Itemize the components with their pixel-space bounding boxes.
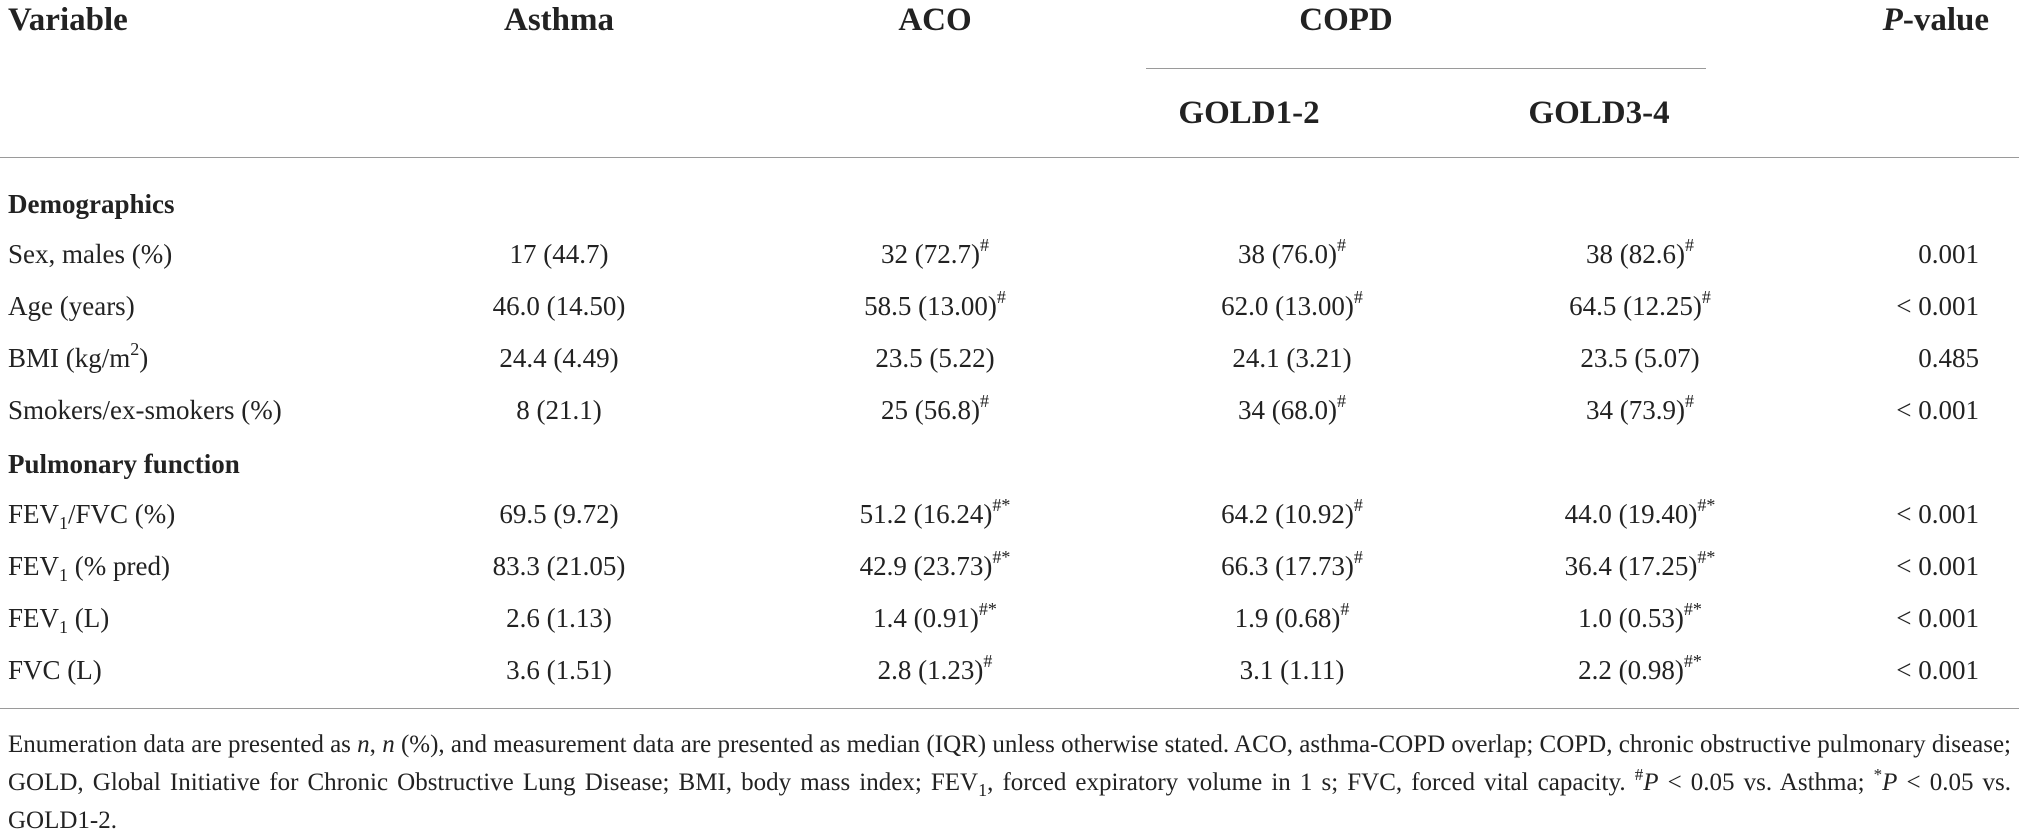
table-row: Age (years) 46.0 (14.50) 58.5 (13.00)# 6… bbox=[0, 280, 2019, 332]
header-gold34: GOLD3-4 bbox=[1528, 95, 1670, 131]
row-label: FEV1/FVC (%) bbox=[8, 499, 176, 533]
cell-p-value: < 0.001 bbox=[1896, 291, 1979, 321]
cell-p-value: < 0.001 bbox=[1896, 395, 1979, 425]
cell-gold34: 36.4 (17.25)#* bbox=[1564, 547, 1716, 581]
cell-aco: 51.2 (16.24)#* bbox=[859, 495, 1011, 529]
cell-aco: 1.4 (0.91)#* bbox=[873, 599, 997, 633]
row-label: FEV1 (% pred) bbox=[8, 551, 170, 585]
cell-gold12: 64.2 (10.92)# bbox=[1221, 495, 1363, 529]
section-pulmonary-function: Pulmonary function bbox=[8, 449, 240, 479]
cell-aco: 32 (72.7)# bbox=[881, 235, 989, 269]
cell-p-value: 0.485 bbox=[1918, 343, 1979, 373]
cell-aco: 25 (56.8)# bbox=[881, 391, 989, 425]
header-bottom-rule bbox=[0, 157, 2019, 158]
cell-gold34: 1.0 (0.53)#* bbox=[1578, 599, 1702, 633]
cell-gold34: 44.0 (19.40)#* bbox=[1564, 495, 1716, 529]
row-label: BMI (kg/m2) bbox=[8, 339, 149, 373]
cell-gold34: 34 (73.9)# bbox=[1586, 391, 1694, 425]
cell-aco: 42.9 (23.73)#* bbox=[859, 547, 1011, 581]
cell-gold34: 23.5 (5.07) bbox=[1580, 343, 1700, 373]
row-label: Smokers/ex-smokers (%) bbox=[8, 395, 282, 425]
header-p-suffix: -value bbox=[1902, 2, 1989, 38]
table-row: BMI (kg/m2) 24.4 (4.49) 23.5 (5.22) 24.1… bbox=[0, 332, 2019, 384]
table-row: FEV1 (% pred) 83.3 (21.05) 42.9 (23.73)#… bbox=[0, 540, 2019, 592]
row-label: FVC (L) bbox=[8, 655, 102, 685]
cell-aco: 2.8 (1.23)# bbox=[877, 651, 993, 685]
table-row: FEV1/FVC (%) 69.5 (9.72) 51.2 (16.24)#* … bbox=[0, 488, 2019, 540]
header-p-value: P-value bbox=[1883, 0, 1989, 40]
header-aco: ACO bbox=[898, 2, 972, 38]
cell-asthma: 83.3 (21.05) bbox=[492, 551, 626, 581]
cell-asthma: 8 (21.1) bbox=[516, 395, 602, 425]
table-bottom-rule bbox=[0, 708, 2019, 709]
cell-asthma: 24.4 (4.49) bbox=[499, 343, 619, 373]
cell-p-value: < 0.001 bbox=[1896, 499, 1979, 529]
cell-gold12: 38 (76.0)# bbox=[1238, 235, 1346, 269]
cell-asthma: 17 (44.7) bbox=[509, 239, 609, 269]
header-p-letter: P bbox=[1882, 2, 1903, 38]
table-row: Sex, males (%) 17 (44.7) 32 (72.7)# 38 (… bbox=[0, 228, 2019, 280]
cell-aco: 58.5 (13.00)# bbox=[864, 287, 1006, 321]
cell-asthma: 46.0 (14.50) bbox=[492, 291, 626, 321]
cell-gold12: 3.1 (1.11) bbox=[1239, 655, 1345, 685]
table-row: FEV1 (L) 2.6 (1.13) 1.4 (0.91)#* 1.9 (0.… bbox=[0, 592, 2019, 644]
table-footnote: Enumeration data are presented as n, n (… bbox=[8, 731, 2012, 834]
cell-gold34: 38 (82.6)# bbox=[1586, 235, 1694, 269]
section-demographics: Demographics bbox=[8, 189, 175, 219]
header-asthma: Asthma bbox=[503, 2, 614, 38]
row-label: Sex, males (%) bbox=[8, 239, 173, 269]
cell-p-value: < 0.001 bbox=[1896, 603, 1979, 633]
cell-aco: 23.5 (5.22) bbox=[875, 343, 995, 373]
cell-p-value: < 0.001 bbox=[1896, 551, 1979, 581]
table-row: FVC (L) 3.6 (1.51) 2.8 (1.23)# 3.1 (1.11… bbox=[0, 644, 2019, 696]
cell-gold12: 34 (68.0)# bbox=[1238, 391, 1346, 425]
cell-asthma: 3.6 (1.51) bbox=[506, 655, 612, 685]
cell-gold12: 1.9 (0.68)# bbox=[1234, 599, 1350, 633]
header-gold12: GOLD1-2 bbox=[1178, 95, 1320, 131]
row-label: Age (years) bbox=[8, 291, 135, 321]
cell-gold12: 62.0 (13.00)# bbox=[1221, 287, 1363, 321]
cell-p-value: 0.001 bbox=[1918, 239, 1979, 269]
cell-asthma: 2.6 (1.13) bbox=[506, 603, 612, 633]
copd-span-rule bbox=[1146, 68, 1706, 69]
cell-gold12: 66.3 (17.73)# bbox=[1221, 547, 1363, 581]
cell-gold34: 64.5 (12.25)# bbox=[1569, 287, 1711, 321]
header-variable: Variable bbox=[8, 2, 128, 38]
cell-gold12: 24.1 (3.21) bbox=[1232, 343, 1352, 373]
table-row: Smokers/ex-smokers (%) 8 (21.1) 25 (56.8… bbox=[0, 384, 2019, 436]
cell-asthma: 69.5 (9.72) bbox=[499, 499, 619, 529]
cell-gold34: 2.2 (0.98)#* bbox=[1578, 651, 1702, 685]
header-copd: COPD bbox=[1299, 2, 1393, 38]
row-label: FEV1 (L) bbox=[8, 603, 110, 637]
cell-p-value: < 0.001 bbox=[1896, 655, 1979, 685]
